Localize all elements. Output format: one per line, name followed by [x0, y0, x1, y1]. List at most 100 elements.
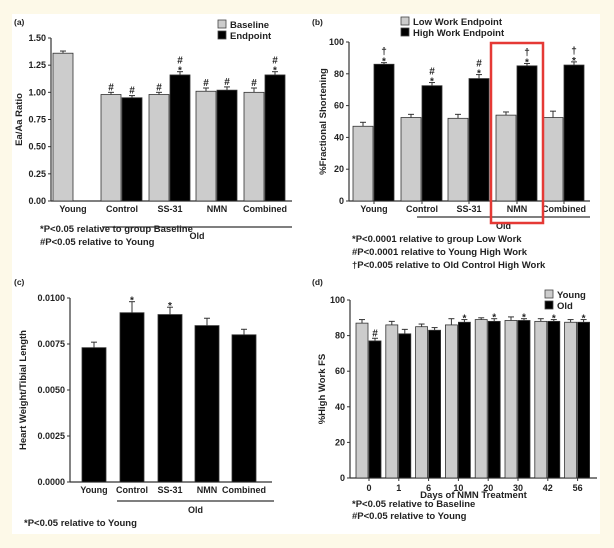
- y-tick-label: 20: [334, 164, 344, 174]
- footnote: #P<0.05 relative to Young: [352, 511, 467, 522]
- bar-heart-weight-tibial-length-combined: [231, 334, 257, 483]
- y-tick-label: 0.0050: [37, 385, 65, 395]
- bar-high-work-endpoint-young: [373, 63, 395, 202]
- bar-baseline-control: [100, 94, 122, 202]
- y-axis-label: Ea/Aa Ratio: [14, 93, 25, 146]
- significance-mark: *: [168, 301, 172, 312]
- significance-mark: #: [156, 82, 162, 93]
- legend-swatch: [400, 16, 410, 26]
- legend-swatch: [217, 30, 227, 40]
- significance-mark: #: [429, 67, 435, 78]
- significance-mark: *: [572, 56, 576, 67]
- bar-young-56: [564, 321, 577, 479]
- bar-old-6: [428, 329, 442, 479]
- footnote: #P<0.0001 relative to Young High Work: [352, 247, 528, 258]
- bar-young-0: [355, 322, 369, 479]
- y-tick-label: 0.0075: [37, 339, 65, 349]
- bar-low-work-endpoint-combined: [542, 117, 564, 202]
- panel-label: (a): [14, 17, 25, 27]
- panel-label: (d): [312, 277, 323, 287]
- significance-mark: #: [129, 86, 135, 97]
- y-tick-label: 0.0000: [37, 477, 65, 487]
- bar-baseline-nmn: [195, 90, 217, 202]
- legend-swatch: [400, 27, 410, 37]
- footnote: *P<0.0001 relative to group Low Work: [352, 234, 522, 245]
- y-tick-label: 60: [335, 366, 345, 376]
- significance-mark: #: [224, 77, 230, 88]
- figure-svg: (a) Ea/Aa Ratio 0.00 0.25 0.50 0.75 1.00 1.25 1.…: [14, 16, 597, 529]
- bar-heart-weight-tibial-length-ss-31: [157, 314, 183, 483]
- y-tick-label: 0.0025: [37, 431, 65, 441]
- old-group-label: Old: [496, 221, 511, 231]
- x-tick-label: 6: [426, 483, 431, 493]
- significance-mark: *: [522, 313, 526, 324]
- bar-low-work-endpoint-nmn: [495, 114, 517, 202]
- x-tick-label: 0: [366, 483, 371, 493]
- y-tick-label: 1.00: [28, 87, 46, 97]
- y-tick-label: 40: [334, 132, 344, 142]
- x-tick-label: SS-31: [456, 204, 481, 214]
- x-tick-label: NMN: [507, 204, 528, 214]
- y-tick-label: 1.25: [28, 60, 46, 70]
- bar-low-work-endpoint-control: [400, 117, 422, 202]
- y-tick-label: 100: [330, 295, 345, 305]
- y-tick-label: 40: [335, 402, 345, 412]
- bar-old-56: [577, 321, 590, 479]
- significance-mark: *: [477, 69, 481, 80]
- x-tick-label: Young: [360, 204, 387, 214]
- x-tick-label: 10: [453, 483, 463, 493]
- significance-mark: *: [273, 66, 277, 77]
- footnote: *P<0.05 relative to group Baseline: [40, 224, 193, 235]
- legend-swatch: [217, 19, 227, 29]
- bar-old-10: [457, 321, 471, 479]
- legend-entry: Baseline: [230, 20, 269, 31]
- significance-mark: *: [178, 66, 182, 77]
- significance-mark: †: [381, 47, 387, 58]
- footnote: #P<0.05 relative to Young: [40, 237, 155, 248]
- panel-label: (c): [14, 277, 25, 287]
- y-tick-label: 80: [334, 69, 344, 79]
- legend-entry: Endpoint: [230, 31, 272, 42]
- bar-young-30: [504, 320, 518, 479]
- bar-baseline-combined: [243, 91, 265, 202]
- panel-d: (d) %High Work FS 0 20 40 60 80 100 #0 1 6 * 10 * 20 * 3…: [312, 277, 597, 522]
- bar-high-work-endpoint-control: [421, 85, 443, 202]
- bar-young-6: [415, 326, 429, 479]
- x-tick-label: Young: [59, 204, 86, 214]
- bar-old-1: [398, 333, 412, 479]
- legend-entry: Old: [557, 301, 573, 312]
- y-tick-label: 0.75: [28, 115, 46, 125]
- bar-heart-weight-tibial-length-young: [81, 347, 107, 483]
- bar-heart-weight-tibial-length-control: [119, 312, 145, 483]
- bar-young-42: [534, 320, 548, 479]
- bar-low-work-endpoint-young: [352, 125, 374, 202]
- bar-high-work-endpoint-ss-31: [468, 78, 490, 202]
- significance-mark: *: [525, 57, 529, 68]
- bar-endpoint-ss-31: [169, 74, 191, 202]
- footnote: †P<0.005 relative to Old Control High Wo…: [352, 260, 546, 271]
- significance-mark: *: [130, 296, 134, 307]
- x-tick-label: 42: [543, 483, 553, 493]
- bar-heart-weight-tibial-length-nmn: [194, 325, 220, 483]
- significance-mark: *: [430, 77, 434, 88]
- panel-b: (b)%Fractional Shortening020406080100*†Y…: [312, 16, 590, 271]
- x-tick-label: 30: [513, 483, 523, 493]
- x-tick-label: NMN: [207, 204, 228, 214]
- highlight-box: [489, 41, 545, 225]
- legend-swatch: [544, 289, 554, 299]
- bar-old-20: [487, 320, 501, 479]
- x-tick-label: SS-31: [157, 204, 182, 214]
- y-tick-label: 60: [334, 101, 344, 111]
- y-tick-label: 0: [339, 196, 344, 206]
- x-tick-label: SS-31: [157, 485, 182, 495]
- y-tick-label: 100: [329, 37, 344, 47]
- x-tick-label: 56: [573, 483, 583, 493]
- bar-low-work-endpoint-ss-31: [447, 117, 469, 202]
- significance-mark: #: [272, 56, 278, 67]
- x-tick-label: Young: [80, 485, 107, 495]
- x-axis-label: Days of NMN Treatment: [420, 490, 527, 501]
- bar-young-20: [474, 319, 488, 479]
- x-tick-label: Control: [116, 485, 148, 495]
- footnote: *P<0.05 relative to Young: [24, 518, 137, 529]
- bar-old-30: [517, 320, 531, 479]
